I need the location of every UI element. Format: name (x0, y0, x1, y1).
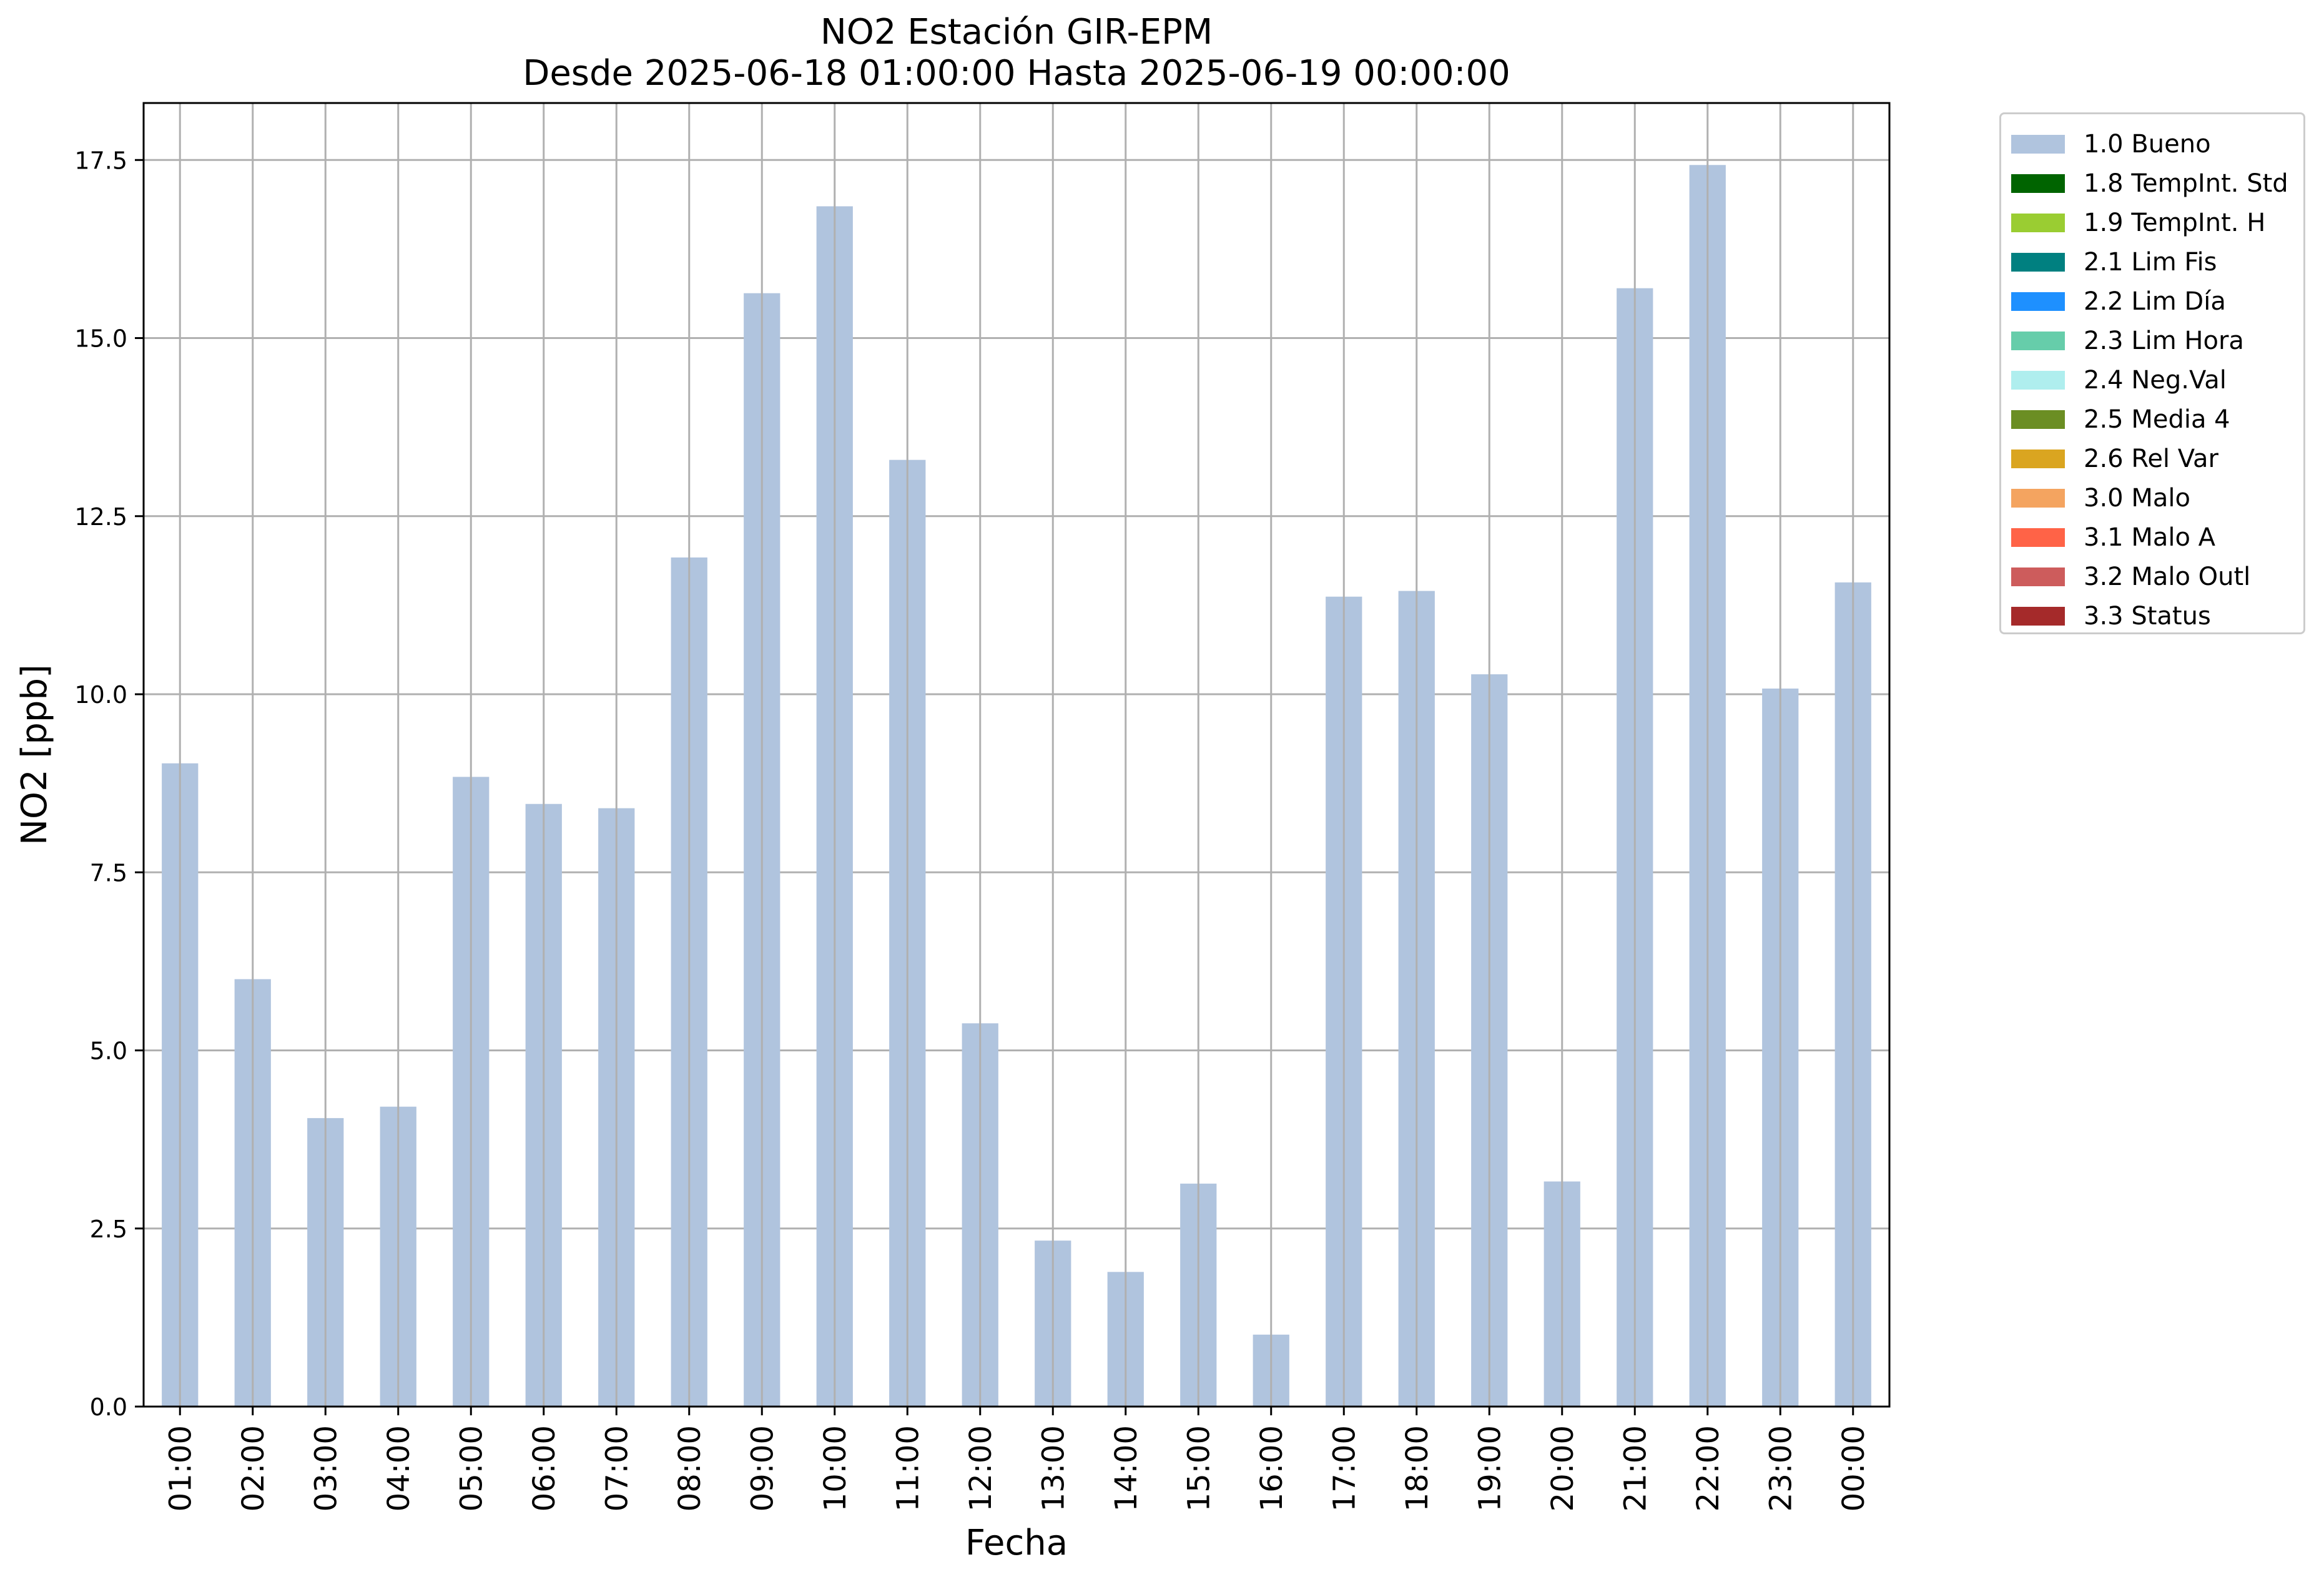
legend-swatch (2011, 213, 2065, 232)
legend-label: 2.3 Lim Hora (2084, 326, 2244, 355)
bars-layer (162, 165, 1871, 1407)
x-tick-label: 14:00 (1109, 1425, 1144, 1511)
y-tick-label: 17.5 (74, 147, 127, 174)
x-tick-label: 21:00 (1618, 1425, 1653, 1511)
legend-label: 2.4 Neg.Val (2084, 365, 2227, 395)
legend-item: 1.9 TempInt. H (2011, 203, 2303, 242)
legend-label: 2.6 Rel Var (2084, 444, 2218, 473)
legend-swatch (2011, 331, 2065, 350)
legend: 1.0 Bueno 1.8 TempInt. Std 1.9 TempInt. H 2… (1999, 112, 2305, 634)
y-tick-label: 15.0 (74, 325, 127, 353)
y-tick-label: 0.0 (90, 1393, 127, 1421)
legend-item: 1.0 Bueno (2011, 124, 2303, 164)
legend-label: 2.2 Lim Día (2084, 287, 2226, 316)
x-tick-label: 16:00 (1254, 1425, 1289, 1511)
x-tick-label: 11:00 (890, 1425, 925, 1511)
x-tick-label: 04:00 (382, 1425, 416, 1511)
y-tick-label: 10.0 (74, 681, 127, 709)
x-tick-label: 20:00 (1545, 1425, 1580, 1511)
legend-label: 2.1 Lim Fis (2084, 247, 2217, 277)
legend-swatch (2011, 370, 2065, 390)
x-tick-label: 22:00 (1691, 1425, 1726, 1511)
legend-label: 1.8 TempInt. Std (2084, 169, 2288, 198)
x-tick-label: 23:00 (1763, 1425, 1798, 1511)
x-tick-label: 17:00 (1327, 1425, 1362, 1511)
legend-swatch (2011, 606, 2065, 626)
legend-item: 3.2 Malo Outl (2011, 557, 2303, 596)
legend-item: 2.5 Media 4 (2011, 400, 2303, 439)
legend-item: 3.1 Malo A (2011, 518, 2303, 557)
x-tick-label: 12:00 (963, 1425, 998, 1511)
y-axis-label: NO2 [ppb] (14, 664, 55, 845)
x-tick-label: 02:00 (236, 1425, 271, 1511)
legend-item: 2.6 Rel Var (2011, 439, 2303, 478)
x-tick-label: 07:00 (599, 1425, 634, 1511)
legend-item: 3.0 Malo (2011, 478, 2303, 518)
y-tick-label: 5.0 (90, 1038, 127, 1065)
y-tick-label: 12.5 (74, 503, 127, 531)
legend-item: 1.8 TempInt. Std (2011, 164, 2303, 203)
legend-label: 1.0 Bueno (2084, 129, 2211, 159)
x-tick-label: 10:00 (818, 1425, 853, 1511)
legend-swatch (2011, 134, 2065, 154)
x-tick-label: 13:00 (1036, 1425, 1071, 1511)
legend-item: 2.3 Lim Hora (2011, 321, 2303, 360)
vgrid-layer (179, 103, 1854, 1407)
x-tick-label: 09:00 (745, 1425, 780, 1511)
plot-frame (142, 102, 1891, 1408)
chart-title: NO2 Estación GIR-EPM (820, 12, 1213, 52)
legend-item: 2.2 Lim Día (2011, 282, 2303, 321)
axis-layer: 0.0 2.5 5.0 7.5 10.0 12.5 15.0 17.5 01:00 02:00 03… (74, 147, 1871, 1511)
x-tick-label: 00:00 (1836, 1425, 1871, 1511)
x-tick-label: 08:00 (672, 1425, 707, 1511)
legend-swatch (2011, 292, 2065, 311)
x-tick-label: 15:00 (1181, 1425, 1216, 1511)
x-tick-label: 03:00 (308, 1425, 343, 1511)
grid-layer (144, 159, 1889, 1408)
legend-item: 2.4 Neg.Val (2011, 360, 2303, 400)
legend-label: 3.1 Malo A (2084, 523, 2216, 552)
y-tick-label: 2.5 (90, 1216, 127, 1243)
x-tick-label: 05:00 (454, 1425, 489, 1511)
legend-swatch (2011, 567, 2065, 586)
legend-label: 3.3 Status (2084, 601, 2211, 631)
x-tick-label: 06:00 (527, 1425, 562, 1511)
legend-swatch (2011, 174, 2065, 193)
legend-label: 1.9 TempInt. H (2084, 208, 2266, 237)
legend-swatch (2011, 449, 2065, 468)
legend-swatch (2011, 252, 2065, 272)
legend-swatch (2011, 488, 2065, 508)
x-axis-label: Fecha (965, 1523, 1068, 1563)
legend-swatch (2011, 528, 2065, 547)
legend-item: 3.3 Status (2011, 596, 2303, 636)
legend-swatch (2011, 410, 2065, 429)
chart-subtitle: Desde 2025-06-18 01:00:00 Hasta 2025-06-… (523, 53, 1510, 94)
y-tick-label: 7.5 (90, 859, 127, 887)
legend-label: 3.0 Malo (2084, 483, 2190, 513)
legend-label: 3.2 Malo Outl (2084, 562, 2251, 591)
legend-label: 2.5 Media 4 (2084, 405, 2230, 434)
x-tick-label: 18:00 (1400, 1425, 1435, 1511)
x-tick-label: 01:00 (163, 1425, 198, 1511)
legend-item: 2.1 Lim Fis (2011, 242, 2303, 282)
x-tick-label: 19:00 (1472, 1425, 1507, 1511)
